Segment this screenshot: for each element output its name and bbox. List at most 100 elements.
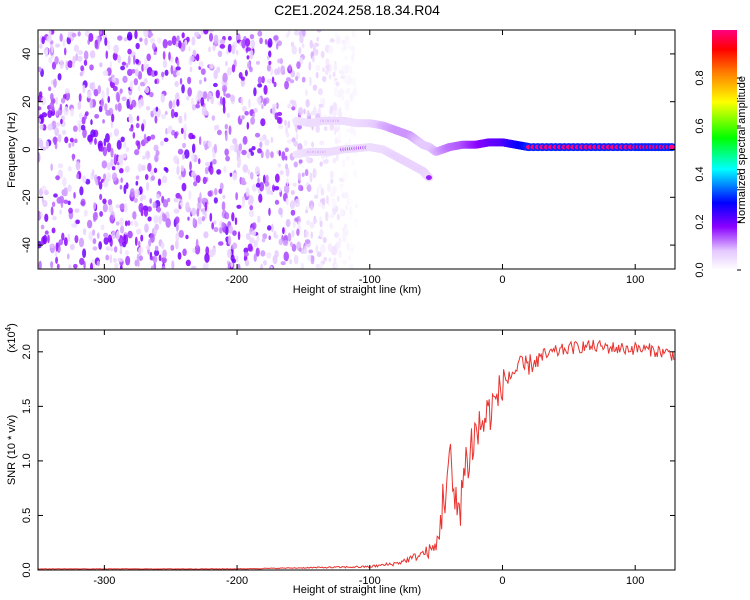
noise-blob: [199, 192, 202, 202]
noise-blob: [70, 107, 74, 117]
y-tick-label: -20: [21, 189, 33, 205]
noise-blob: [284, 163, 289, 170]
noise-blob: [195, 104, 201, 109]
noise-blob: [75, 161, 81, 171]
noise-blob: [336, 213, 340, 221]
noise-blob: [97, 175, 101, 186]
noise-blob: [83, 59, 88, 66]
noise-blob: [102, 203, 108, 213]
noise-blob: [191, 97, 194, 106]
noise-blob: [183, 130, 187, 141]
noise-blob: [262, 233, 268, 240]
noise-blob: [89, 98, 93, 109]
noise-blob: [215, 124, 220, 130]
noise-blob: [78, 124, 81, 133]
noise-blob: [206, 93, 210, 102]
noise-blob: [242, 135, 248, 145]
noise-blob: [340, 74, 346, 80]
noise-blob: [192, 247, 196, 254]
noise-blob: [300, 262, 305, 269]
noise-blob: [216, 66, 221, 74]
noise-blob: [72, 125, 78, 132]
noise-blob: [257, 30, 263, 37]
noise-blob: [275, 42, 279, 50]
noise-blob: [335, 35, 341, 45]
noise-blob: [42, 199, 48, 208]
noise-blob: [90, 262, 93, 269]
noise-blob: [165, 167, 169, 173]
noise-blob: [190, 265, 197, 269]
noise-blob: [201, 197, 207, 203]
noise-blob: [55, 242, 59, 252]
noise-blob: [213, 227, 219, 233]
noise-blob: [120, 136, 125, 143]
spectrogram-x-ticks: -300 -200 -100 0 100: [93, 30, 644, 286]
noise-blob: [312, 84, 318, 91]
noise-blob: [163, 137, 169, 143]
noise-blob: [92, 238, 97, 245]
noise-blob: [133, 220, 138, 226]
noise-blob: [80, 198, 86, 207]
noise-blob: [129, 80, 134, 90]
noise-blob: [154, 115, 158, 124]
y-tick-label: 0.5: [21, 508, 33, 523]
noise-blob: [144, 57, 147, 67]
noise-blob: [73, 263, 78, 269]
noise-blob: [243, 251, 249, 257]
noise-blob: [323, 256, 328, 262]
noise-blob: [319, 140, 325, 146]
noise-blob: [345, 35, 348, 45]
noise-blob: [119, 217, 124, 227]
noise-blob: [192, 49, 197, 57]
noise-blob: [41, 36, 45, 45]
noise-blob: [91, 169, 95, 177]
noise-blob: [176, 60, 180, 67]
noise-blob: [150, 265, 155, 269]
noise-blob: [137, 163, 143, 172]
noise-blob: [183, 123, 187, 133]
noise-blob: [299, 34, 304, 44]
noise-blob: [213, 143, 218, 154]
noise-blob: [232, 137, 238, 145]
noise-blob: [323, 126, 328, 132]
noise-blob: [212, 44, 216, 51]
noise-blob: [328, 73, 332, 80]
noise-blob: [241, 198, 245, 208]
noise-blob: [38, 240, 42, 249]
noise-blob: [242, 164, 249, 173]
noise-blob: [203, 30, 209, 35]
noise-blob: [237, 263, 241, 269]
snr-x-ticks: -300 -200 -100 0 100: [93, 330, 644, 587]
noise-blob: [227, 43, 232, 53]
y-tick-label: 1.5: [21, 399, 33, 414]
noise-blob: [174, 131, 178, 139]
noise-blob: [102, 119, 105, 124]
noise-blob: [147, 206, 152, 212]
noise-blob: [125, 255, 131, 266]
noise-blob: [337, 195, 340, 203]
noise-blob: [135, 175, 140, 180]
noise-blob: [234, 217, 238, 226]
noise-blob: [338, 250, 342, 259]
noise-blob: [117, 54, 122, 64]
noise-blob: [185, 259, 191, 267]
noise-blob: [98, 241, 103, 250]
noise-blob: [249, 49, 254, 60]
noise-blob: [237, 231, 241, 241]
noise-blob: [296, 228, 300, 236]
noise-blob: [53, 193, 58, 198]
noise-blob: [116, 230, 120, 240]
noise-blob: [180, 127, 184, 135]
noise-blob: [191, 152, 195, 162]
noise-blob: [68, 207, 73, 214]
snr-multiplier-label: (x104): [4, 323, 19, 353]
noise-blob: [144, 223, 149, 233]
colorbar-tick-label: 0.2: [694, 214, 706, 229]
noise-blob: [268, 60, 272, 65]
noise-blob: [236, 204, 242, 209]
noise-blob: [40, 212, 43, 218]
noise-blob: [178, 175, 182, 180]
noise-blob: [67, 184, 72, 192]
noise-blob: [47, 234, 50, 244]
noise-blob: [306, 184, 312, 192]
